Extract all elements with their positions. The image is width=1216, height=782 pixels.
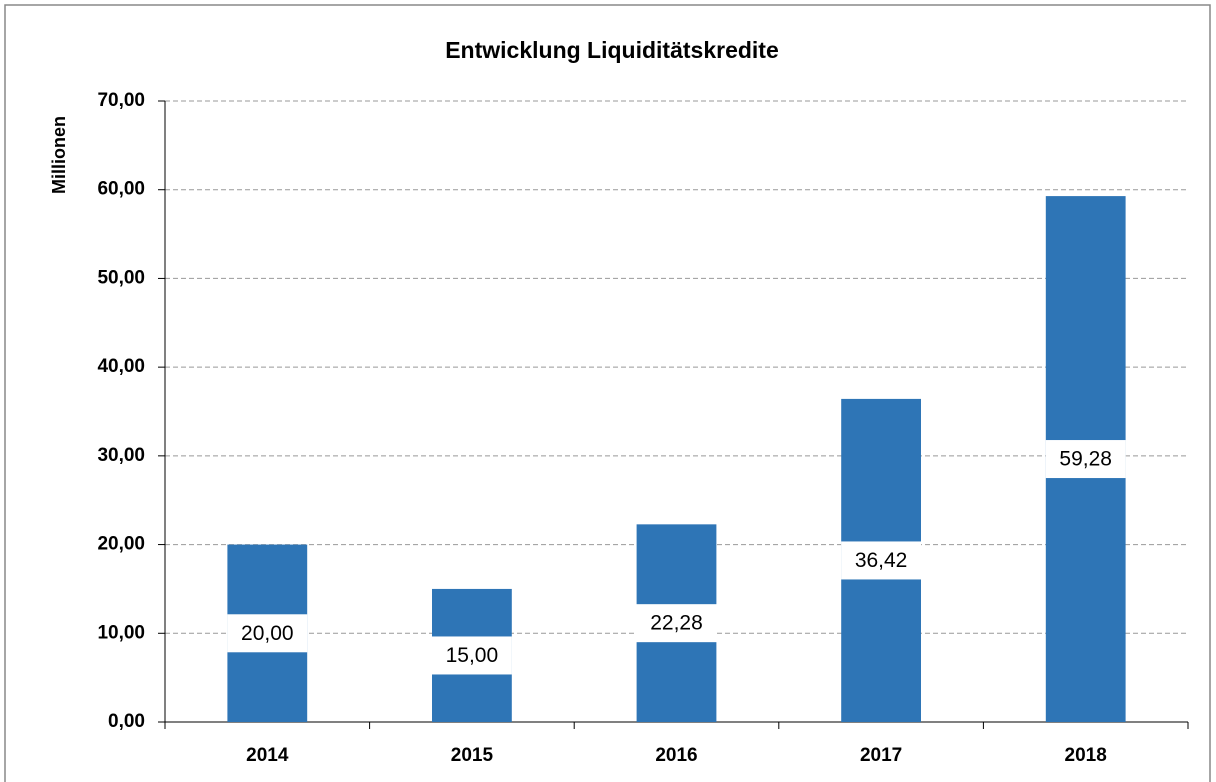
y-tick-label: 0,00 xyxy=(108,711,145,732)
y-axis-title: Millionen xyxy=(49,116,69,194)
data-label-box xyxy=(636,604,717,643)
y-tick-label: 20,00 xyxy=(97,534,145,555)
data-label-box xyxy=(227,614,308,653)
data-label-box xyxy=(431,636,512,675)
data-label: 22,28 xyxy=(650,612,703,635)
x-tick-label: 2018 xyxy=(1065,745,1107,766)
y-tick-label: 60,00 xyxy=(97,179,145,200)
data-label-box xyxy=(841,541,922,580)
x-tick-label: 2017 xyxy=(860,745,902,766)
data-label: 20,00 xyxy=(241,622,294,645)
data-label-box xyxy=(1045,440,1126,479)
chart-title: Entwicklung Liquiditätskredite xyxy=(445,37,779,63)
y-tick-label: 30,00 xyxy=(97,445,145,466)
y-tick-label: 40,00 xyxy=(97,356,145,377)
y-tick-label: 10,00 xyxy=(97,622,145,643)
y-tick-label: 50,00 xyxy=(97,267,145,288)
data-label: 15,00 xyxy=(446,644,499,667)
chart-border xyxy=(4,4,1211,782)
y-tick-label: 70,00 xyxy=(97,90,145,111)
data-label: 59,28 xyxy=(1059,448,1112,471)
x-tick-label: 2015 xyxy=(451,745,494,766)
data-label: 36,42 xyxy=(855,549,908,572)
x-tick-label: 2016 xyxy=(655,745,697,766)
x-tick-label: 2014 xyxy=(246,745,289,766)
